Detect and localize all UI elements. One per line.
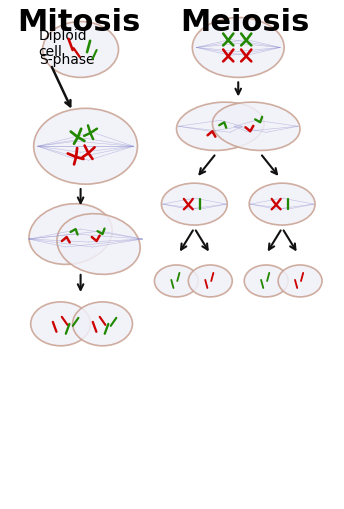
- Ellipse shape: [176, 103, 264, 151]
- Ellipse shape: [278, 266, 322, 297]
- Text: Mitosis: Mitosis: [17, 8, 140, 37]
- Text: S-phase: S-phase: [39, 53, 94, 67]
- Ellipse shape: [43, 22, 118, 78]
- Ellipse shape: [249, 184, 315, 225]
- Ellipse shape: [73, 302, 132, 346]
- Ellipse shape: [57, 214, 140, 275]
- Ellipse shape: [154, 266, 198, 297]
- Ellipse shape: [212, 103, 300, 151]
- Ellipse shape: [244, 266, 288, 297]
- Ellipse shape: [192, 18, 284, 78]
- Ellipse shape: [161, 184, 227, 225]
- Text: Diploid
cell: Diploid cell: [39, 29, 87, 59]
- Text: Meiosis: Meiosis: [181, 8, 310, 37]
- Ellipse shape: [31, 302, 90, 346]
- Ellipse shape: [34, 109, 138, 185]
- Ellipse shape: [189, 266, 232, 297]
- Ellipse shape: [29, 204, 112, 265]
